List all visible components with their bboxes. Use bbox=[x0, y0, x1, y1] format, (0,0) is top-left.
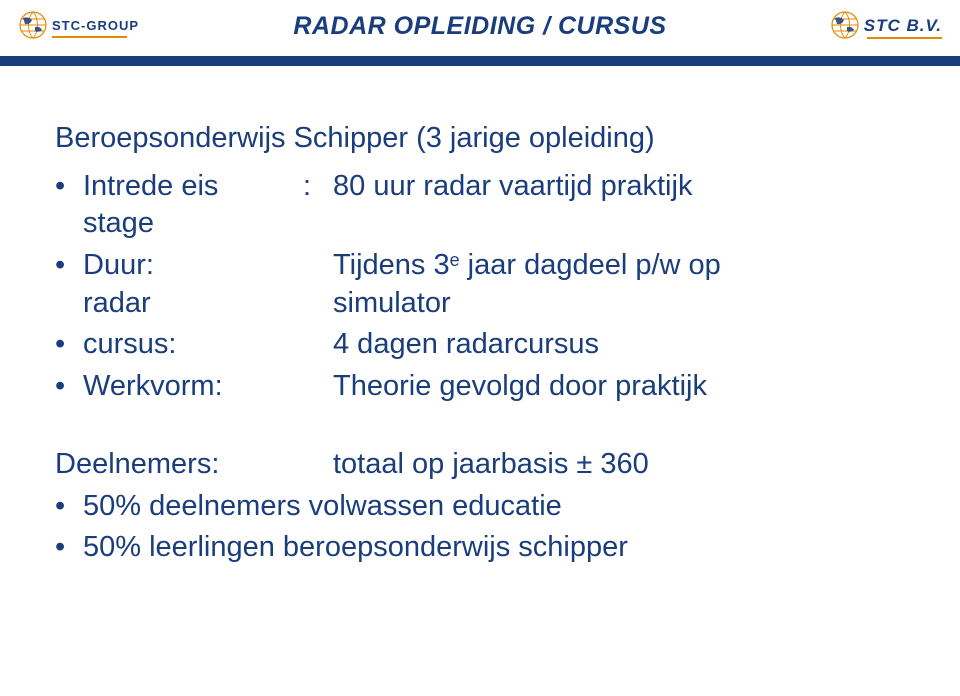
item-value: Theorie gevolgd door praktijk bbox=[333, 368, 905, 406]
item-label: stage bbox=[83, 205, 303, 243]
item-separator: : bbox=[303, 168, 333, 206]
slide-header: STC-GROUP RADAR OPLEIDING / CURSUS STC B… bbox=[0, 0, 960, 64]
deelnemers-row: Deelnemers: totaal op jaarbasis ± 360 bbox=[55, 446, 905, 484]
deelnemers-label: Deelnemers: bbox=[55, 446, 333, 484]
page-title: RADAR OPLEIDING / CURSUS bbox=[293, 12, 666, 40]
header-divider bbox=[0, 56, 960, 66]
item-label: Werkvorm: bbox=[83, 368, 303, 406]
sub-list: 50% deelnemers volwassen educatie 50% le… bbox=[55, 488, 905, 567]
item-label: Intrede eis bbox=[83, 168, 303, 206]
content-heading: Beroepsonderwijs Schipper (3 jarige ople… bbox=[55, 120, 905, 158]
list-item: Duur: Tijdens 3e jaar dagdeel p/w op rad… bbox=[55, 247, 905, 322]
globe-icon bbox=[830, 10, 860, 45]
item-label: radar bbox=[83, 285, 303, 323]
list-item: cursus: 4 dagen radarcursus bbox=[55, 326, 905, 364]
list-item: 50% deelnemers volwassen educatie bbox=[55, 488, 905, 526]
list-item: 50% leerlingen beroepsonderwijs schipper bbox=[55, 529, 905, 567]
item-label: cursus: bbox=[83, 326, 303, 364]
item-value: Tijdens 3e jaar dagdeel p/w op bbox=[333, 247, 905, 285]
main-list: Intrede eis : 80 uur radar vaartijd prak… bbox=[55, 168, 905, 406]
item-value: simulator bbox=[333, 285, 905, 323]
slide-content: Beroepsonderwijs Schipper (3 jarige ople… bbox=[55, 120, 905, 571]
list-item: Werkvorm: Theorie gevolgd door praktijk bbox=[55, 368, 905, 406]
item-value: 4 dagen radarcursus bbox=[333, 326, 905, 364]
list-item: Intrede eis : 80 uur radar vaartijd prak… bbox=[55, 168, 905, 243]
logo-right: STC B.V. bbox=[830, 10, 942, 45]
deelnemers-value: totaal op jaarbasis ± 360 bbox=[333, 446, 649, 484]
logo-right-text: STC B.V. bbox=[864, 16, 942, 35]
item-label: Duur: bbox=[83, 247, 303, 285]
item-value: 80 uur radar vaartijd praktijk bbox=[333, 168, 905, 206]
